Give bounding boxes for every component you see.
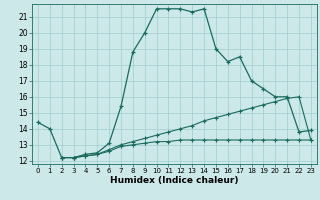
X-axis label: Humidex (Indice chaleur): Humidex (Indice chaleur) [110,176,239,185]
